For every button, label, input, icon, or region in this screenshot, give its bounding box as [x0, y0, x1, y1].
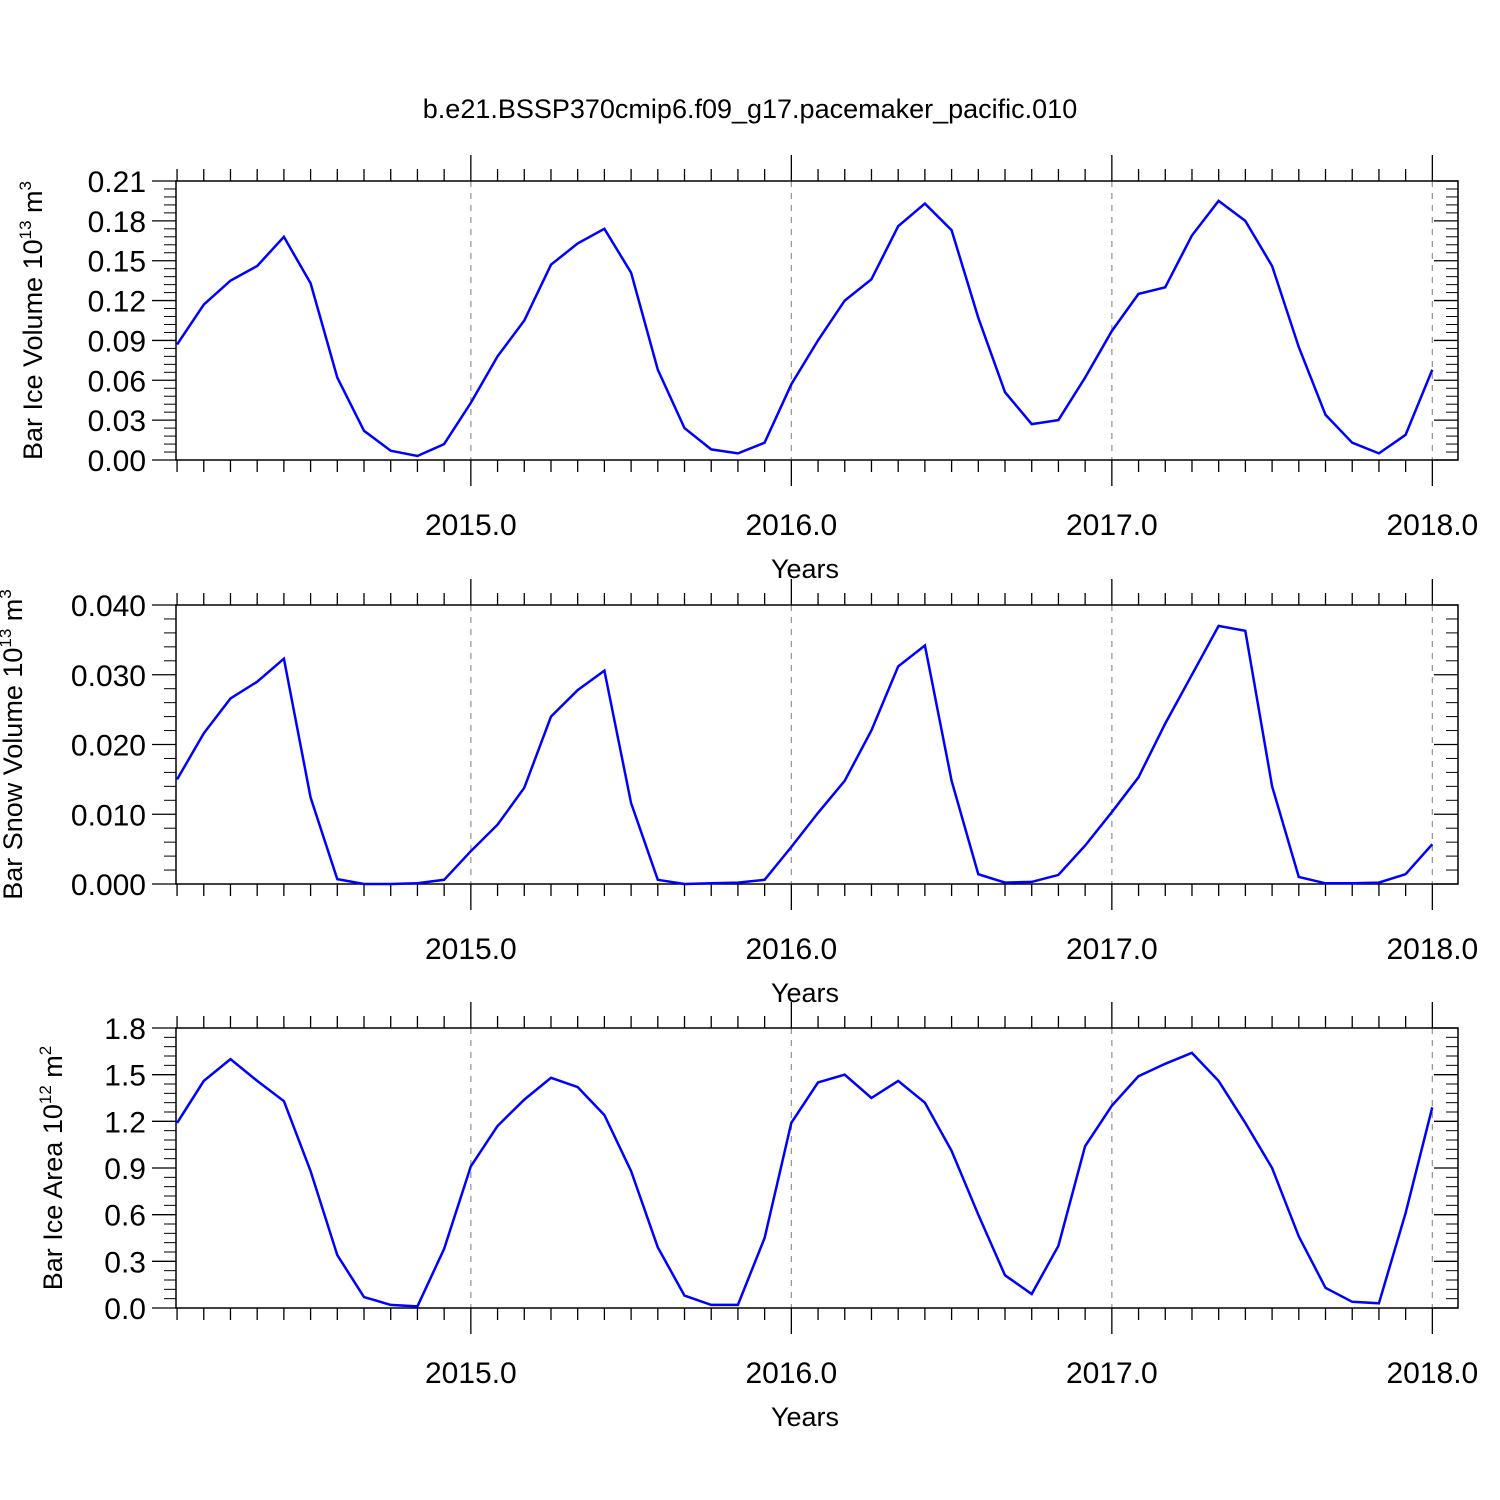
y-axis-label-space	[38, 1078, 68, 1086]
x-tick-label: 2015.0	[425, 509, 517, 542]
y-tick-label: 0.000	[71, 869, 146, 902]
y-axis-label-space	[18, 213, 48, 221]
y-tick-label: 0.020	[71, 730, 146, 763]
x-tick-label: 2017.0	[1066, 933, 1158, 966]
plot-frame	[175, 180, 1459, 461]
panel-ice-volume: 0.000.030.060.090.120.150.180.21 2015.0 2…	[16, 155, 1478, 584]
x-axis-label: Years	[771, 1402, 839, 1432]
ice-volume-points	[177, 200, 1433, 457]
minor-ticks	[176, 1002, 1433, 1334]
y-axis-label-exponent: 13	[16, 220, 35, 239]
x-tick-label: 2016.0	[745, 509, 837, 542]
y-axis-label-exponent: 12	[36, 1085, 55, 1104]
x-axis-label: Years	[771, 554, 839, 584]
x-tick-label: 2016.0	[745, 933, 837, 966]
ice-area-line	[176, 1051, 1434, 1308]
snow-volume-line	[176, 624, 1434, 886]
y-tick-label: 1.8	[104, 1013, 146, 1046]
y-tick-label: 0.18	[88, 206, 146, 239]
y-tick-label: 0.010	[71, 799, 146, 832]
y-tick-label: 1.2	[104, 1106, 146, 1139]
y-axis-ticks: 0.0 0.3 0.6 0.9 1.2 1.5 1.8	[104, 1013, 1458, 1326]
plot-frame	[175, 604, 1459, 885]
x-tick-label: 2018.0	[1386, 1357, 1478, 1390]
x-tick-label: 2018.0	[1386, 933, 1478, 966]
x-axis-ticks: 2015.0 2016.0 2017.0 2018.0	[425, 933, 1478, 966]
y-tick-label: 0.030	[71, 660, 146, 693]
y-axis-ticks: 0.000 0.010 0.020 0.030 0.040	[71, 590, 1458, 902]
minor-ticks	[176, 579, 1433, 910]
x-axis-ticks: 2015.0 2016.0 2017.0 2018.0	[425, 1357, 1478, 1390]
x-axis-label: Years	[771, 978, 839, 1008]
x-grid	[470, 605, 1434, 884]
plot-frame	[175, 1027, 1459, 1309]
minor-ticks	[176, 155, 1433, 486]
y-axis-label-exponent: 13	[0, 629, 15, 648]
y-tick-label: 0.6	[104, 1200, 146, 1233]
y-axis-label-unit-exponent: 2	[36, 1046, 55, 1055]
x-tick-label: 2017.0	[1066, 509, 1158, 542]
y-tick-label: 0.12	[88, 286, 146, 319]
y-axis-label-unit: m	[38, 1055, 68, 1078]
x-tick-label: 2016.0	[745, 1357, 837, 1390]
y-tick-label: 0.0	[104, 1293, 146, 1326]
x-tick-label: 2015.0	[425, 1357, 517, 1390]
y-axis-label-unit-exponent: 3	[0, 589, 15, 598]
y-axis-label: Bar Snow Volume 1013 m3	[0, 589, 28, 900]
y-axis-label-unit: m	[0, 599, 28, 622]
x-tick-label: 2015.0	[425, 933, 517, 966]
y-axis-label-unit-exponent: 3	[16, 181, 35, 190]
figure-title: b.e21.BSSP370cmip6.f09_g17.pacemaker_pac…	[423, 94, 1077, 124]
y-tick-label: 0.3	[104, 1246, 146, 1279]
y-tick-label: 0.15	[88, 246, 146, 279]
y-axis-label: Bar Ice Volume 1013 m3	[16, 181, 48, 460]
y-axis-label-text: Bar Ice Area 10	[38, 1104, 68, 1290]
y-tick-label: 0.21	[88, 166, 146, 199]
y-tick-label: 0.03	[88, 405, 146, 438]
y-tick-label: 0.00	[88, 445, 146, 478]
y-tick-label: 0.040	[71, 590, 146, 623]
snow-volume-points	[177, 625, 1433, 885]
y-axis-label-unit: m	[18, 190, 48, 213]
y-axis-label-text: Bar Snow Volume 10	[0, 648, 28, 900]
y-axis-label: Bar Ice Area 1012 m2	[36, 1046, 68, 1291]
panel-ice-area: 0.0 0.3 0.6 0.9 1.2 1.5 1.8 2015.0 2016.0 2017.0…	[36, 1002, 1478, 1432]
y-tick-label: 0.06	[88, 365, 146, 398]
y-axis-label-text: Bar Ice Volume 10	[18, 239, 48, 460]
x-axis-ticks: 2015.0 2016.0 2017.0 2018.0	[425, 509, 1478, 542]
x-grid	[470, 181, 1434, 460]
y-tick-label: 0.9	[104, 1153, 146, 1186]
ice-volume-line	[176, 199, 1434, 458]
ice-area-points	[177, 1052, 1433, 1307]
y-tick-label: 0.09	[88, 325, 146, 358]
y-axis-ticks: 0.00 0.03 0.06 0.09 0.12 0.15 0.18 0.21	[88, 166, 1458, 478]
x-tick-label: 2017.0	[1066, 1357, 1158, 1390]
y-tick-label: 1.5	[104, 1060, 146, 1093]
x-grid	[470, 1028, 1434, 1308]
y-axis-label-space	[0, 621, 28, 629]
x-tick-label: 2018.0	[1386, 509, 1478, 542]
